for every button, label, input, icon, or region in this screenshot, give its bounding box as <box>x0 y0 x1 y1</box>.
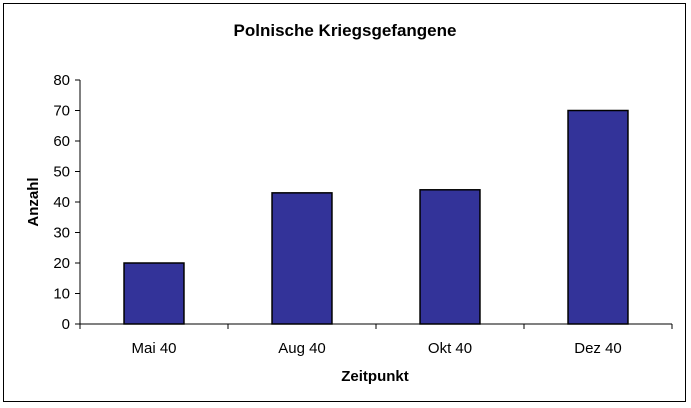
y-tick-label-4: 40 <box>53 194 70 211</box>
y-tick-label-8: 80 <box>53 72 70 89</box>
bar-1 <box>271 192 333 325</box>
bar-2 <box>419 189 481 325</box>
y-tick-label-3: 30 <box>53 225 70 242</box>
x-tick-label-2: Okt 40 <box>428 340 472 357</box>
bar-3 <box>567 109 629 325</box>
x-tick-label-0: Mai 40 <box>131 340 176 357</box>
x-tick-label-1: Aug 40 <box>278 340 326 357</box>
y-tick-label-6: 60 <box>53 133 70 150</box>
x-tick-label-3: Dez 40 <box>574 340 622 357</box>
bar-0 <box>123 262 185 325</box>
x-axis-label: Zeitpunkt <box>341 368 409 385</box>
chart-title: Polnische Kriegsgefangene <box>234 21 457 40</box>
y-tick-label-5: 50 <box>53 164 70 181</box>
plot-area: 0 10 20 30 40 50 60 70 80 Mai 40 Aug 40 Okt 40 Dez 4… <box>53 72 673 357</box>
y-axis-label: Anzahl <box>25 177 42 226</box>
y-tick-label-1: 10 <box>53 286 70 303</box>
y-tick-label-2: 20 <box>53 255 70 272</box>
y-tick-label-0: 0 <box>62 316 70 333</box>
y-tick-label-7: 70 <box>53 103 70 120</box>
